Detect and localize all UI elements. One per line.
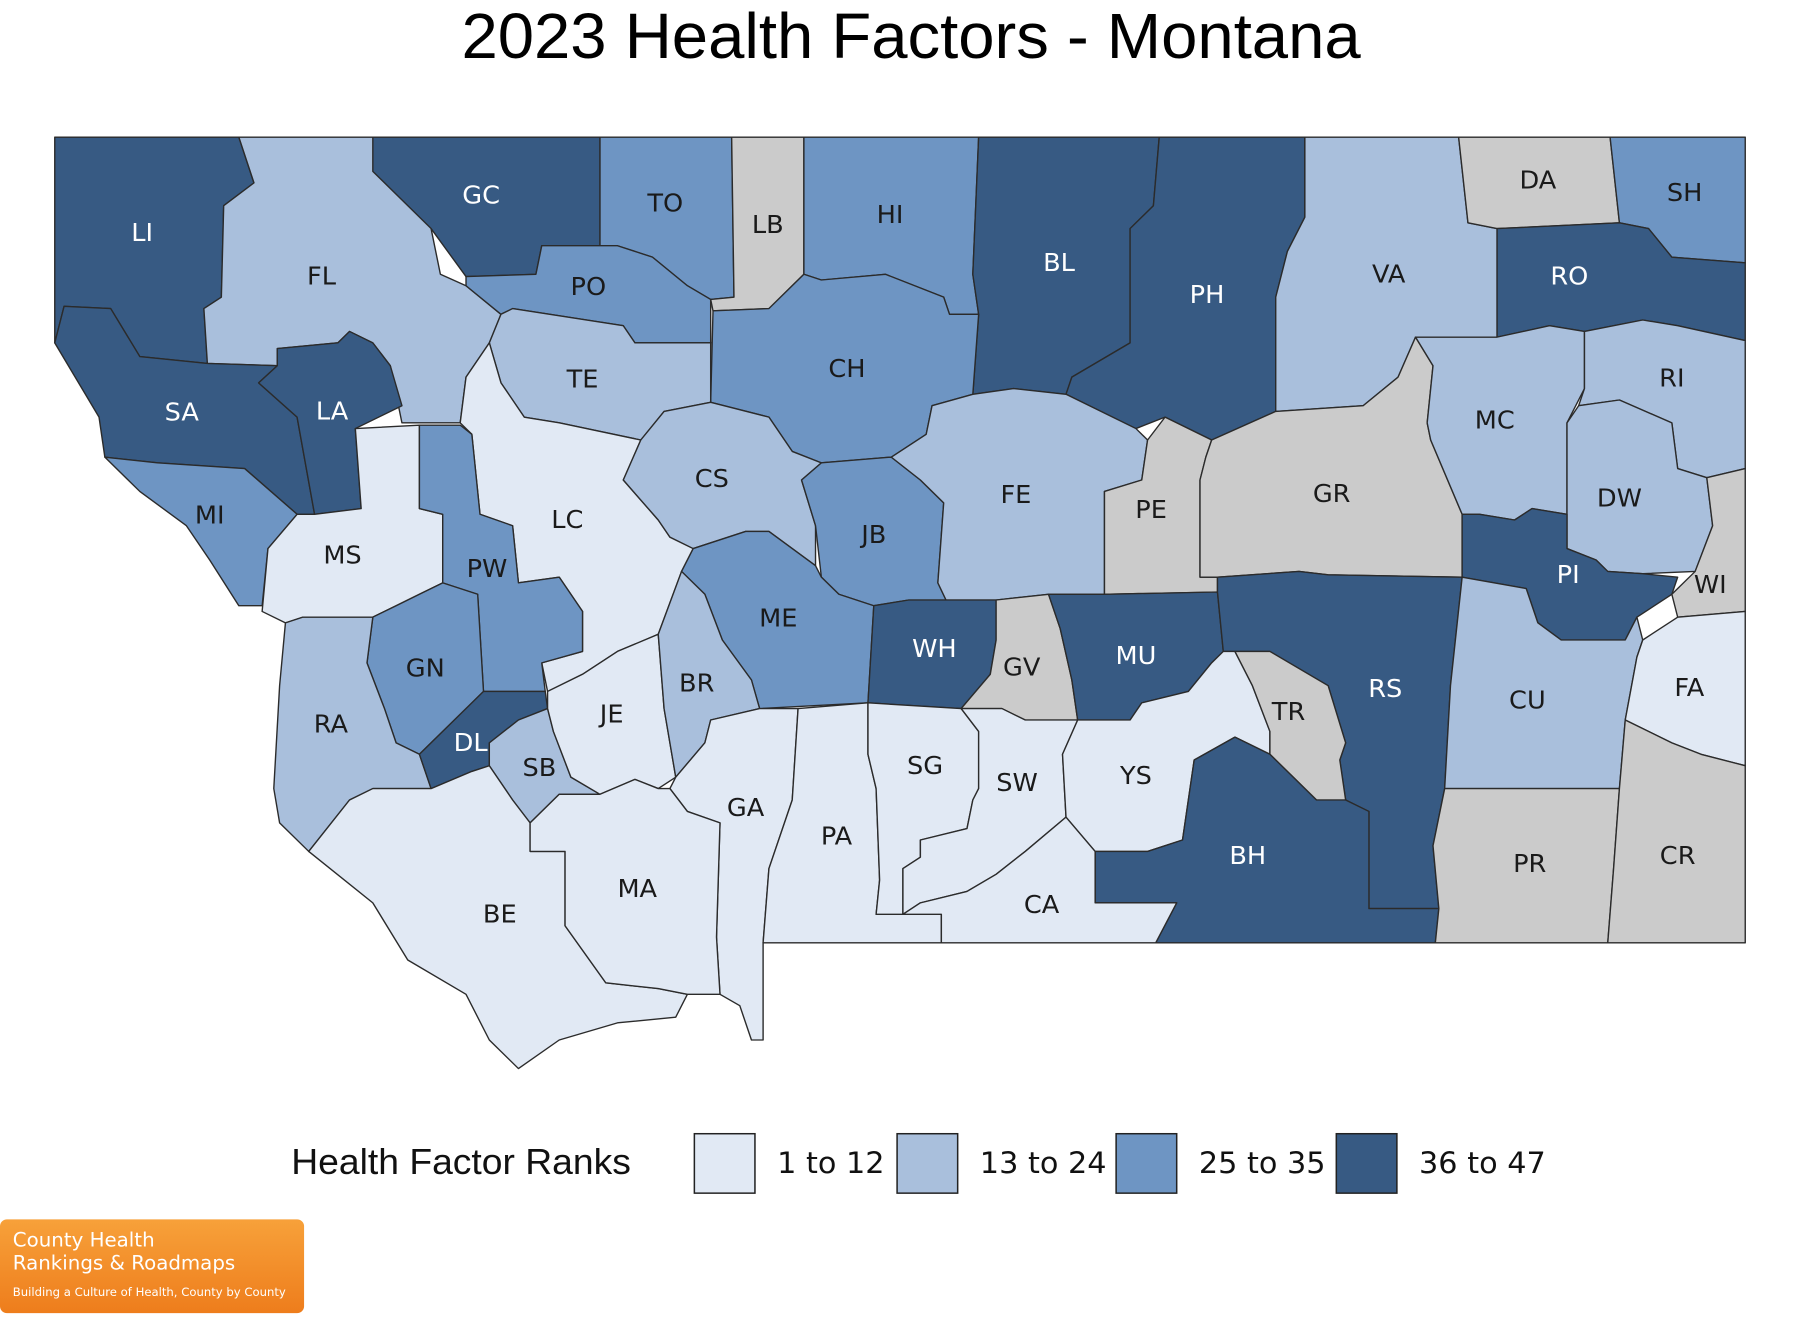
county	[529, 778, 721, 995]
county-label: BR	[679, 668, 714, 698]
county-label: GR	[1313, 478, 1351, 508]
county-label: RI	[1659, 363, 1684, 393]
county-label: PH	[1190, 279, 1225, 309]
county-label: MU	[1115, 640, 1156, 670]
county-label: PE	[1135, 494, 1167, 524]
county	[1607, 719, 1746, 944]
county	[902, 816, 1178, 944]
label-layer: LI GC FL TO LB HI BL PH VA DA SH RO PO CH TE SA LA MI MS LC…	[131, 165, 1727, 928]
legend: 1 to 12 13 to 24 25 to 35 36 to 47	[693, 1132, 1546, 1194]
map-title: 2023 Health Factors - Montana	[461, 1, 1360, 72]
county-label: CS	[695, 463, 729, 493]
county-label: YS	[1119, 760, 1152, 790]
county-label: SB	[522, 752, 556, 782]
county-label: RA	[314, 709, 349, 739]
legend-swatch	[1115, 1132, 1178, 1194]
county	[257, 330, 403, 515]
county-label: CR	[1660, 840, 1696, 870]
county-label: WH	[912, 633, 957, 663]
county-label: LB	[752, 209, 784, 239]
county	[1671, 467, 1746, 618]
county-label: FA	[1674, 672, 1705, 702]
county-label: LC	[551, 504, 583, 534]
county-label: SH	[1667, 177, 1703, 207]
county-label: PW	[467, 553, 508, 583]
county-label: BH	[1229, 840, 1266, 870]
county-label: GA	[727, 792, 765, 822]
legend-label: 36 to 47	[1419, 1146, 1546, 1181]
county-label: PO	[571, 271, 607, 301]
county-layer	[54, 136, 1746, 1070]
logo-tagline: Building a Culture of Health, County by …	[13, 1285, 286, 1299]
county-label: MC	[1475, 405, 1515, 435]
county-label: GC	[462, 180, 500, 210]
logo-line: County Health	[13, 1229, 155, 1252]
county-label: CH	[828, 353, 865, 383]
county-label: RO	[1550, 261, 1588, 291]
legend-label: 13 to 24	[980, 1146, 1107, 1181]
legend-swatch	[1335, 1132, 1398, 1194]
county-label: LA	[316, 396, 349, 426]
county-label: MI	[195, 500, 225, 530]
county-label: SW	[996, 767, 1038, 797]
logo-line: Rankings & Roadmaps	[13, 1252, 235, 1275]
county-label: PR	[1513, 848, 1546, 878]
county-label: TR	[1271, 696, 1305, 726]
county-label: SG	[907, 750, 943, 780]
county	[622, 401, 823, 567]
legend-swatch	[896, 1132, 959, 1194]
legend-swatch	[693, 1132, 756, 1194]
county-label: PI	[1557, 559, 1580, 589]
county-label: BE	[483, 899, 517, 929]
county-label: TE	[566, 364, 599, 394]
county-label: CU	[1509, 685, 1546, 715]
county-label: FE	[1000, 479, 1031, 509]
county-label: WI	[1694, 569, 1727, 599]
county-label: TO	[646, 188, 683, 218]
county-label: MS	[323, 540, 361, 570]
county-label: DA	[1519, 165, 1556, 195]
county-label: SA	[165, 397, 200, 427]
logo-background	[0, 1219, 305, 1314]
county-label: PA	[821, 821, 853, 851]
county-label: DL	[454, 727, 488, 757]
legend-label: 1 to 12	[777, 1146, 884, 1181]
county-label: GN	[406, 653, 445, 683]
county-label: LI	[131, 217, 153, 247]
legend-title: Health Factor Ranks	[291, 1142, 631, 1183]
county-label: RS	[1368, 673, 1402, 703]
legend-label: 25 to 35	[1199, 1146, 1326, 1181]
logo: County Health Rankings & Roadmaps Buildi…	[0, 1219, 305, 1314]
county-label: MA	[617, 873, 657, 903]
county-label: GV	[1003, 652, 1041, 682]
county-label: JE	[598, 699, 624, 729]
county-label: CA	[1024, 889, 1060, 919]
county-label: ME	[759, 603, 797, 633]
county	[418, 424, 584, 693]
county-label: JB	[859, 519, 886, 549]
county-label: DW	[1597, 483, 1642, 513]
county-label: FL	[307, 261, 336, 291]
county-label: BL	[1043, 247, 1075, 277]
county-label: VA	[1372, 259, 1406, 289]
county-label: HI	[877, 199, 904, 229]
